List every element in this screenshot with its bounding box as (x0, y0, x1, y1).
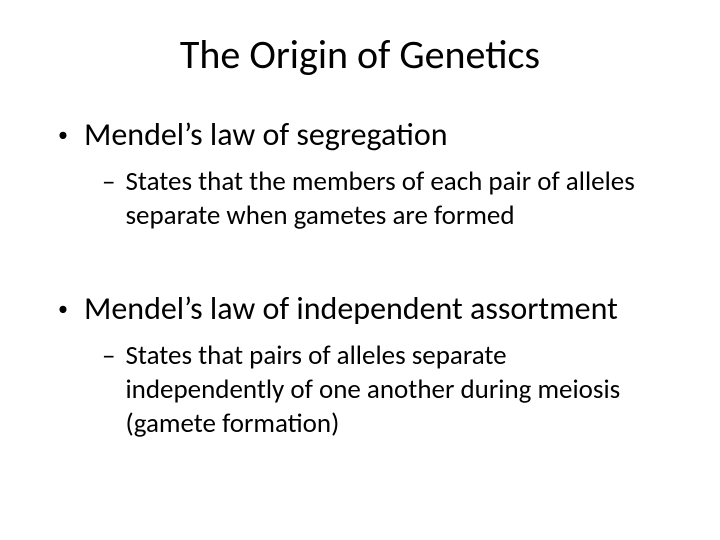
bullet-level1: • Mendel’s law of independent assortment (58, 289, 680, 329)
slide-title: The Origin of Genetics (40, 30, 680, 79)
bullet-dot-icon: • (58, 289, 68, 329)
bullet-text: States that the members of each pair of … (125, 165, 662, 233)
bullet-level1: • Mendel’s law of segregation (58, 115, 680, 155)
bullet-level2: – States that the members of each pair o… (102, 165, 662, 233)
bullet-dash-icon: – (102, 339, 115, 373)
bullet-text: Mendel’s law of segregation (84, 115, 448, 155)
bullet-text: Mendel’s law of independent assortment (84, 289, 618, 329)
bullet-text: States that pairs of alleles separate in… (125, 339, 662, 441)
bullet-level2: – States that pairs of alleles separate … (102, 339, 662, 441)
bullet-dash-icon: – (102, 165, 115, 199)
spacer (40, 243, 680, 289)
bullet-dot-icon: • (58, 115, 68, 155)
